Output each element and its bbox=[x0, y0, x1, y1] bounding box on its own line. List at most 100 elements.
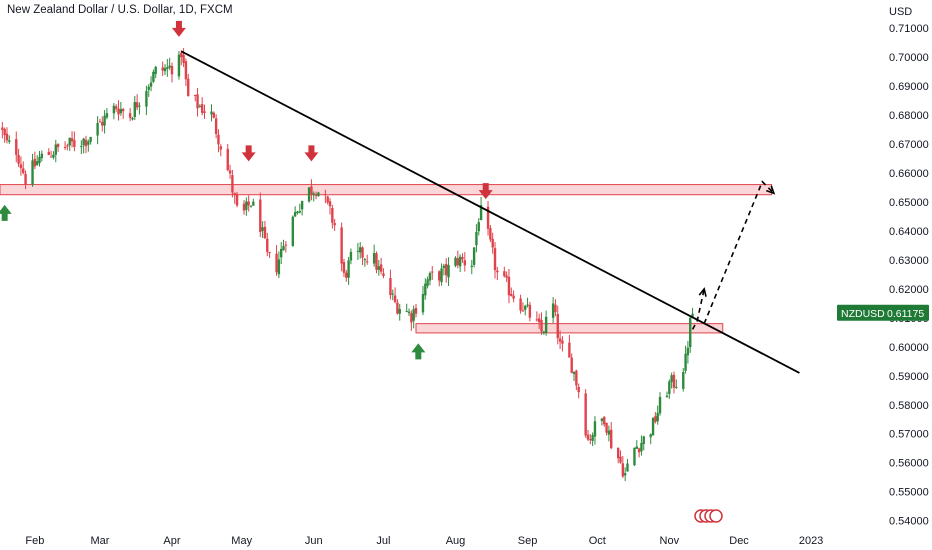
candle-body bbox=[519, 298, 522, 311]
candle-body bbox=[298, 211, 301, 213]
candle-body bbox=[194, 94, 197, 96]
candle-body bbox=[405, 311, 408, 313]
candle-body bbox=[349, 251, 353, 261]
candle-body bbox=[458, 256, 462, 267]
y-tick-label: 0.64000 bbox=[889, 226, 929, 238]
time-axis[interactable]: Feb Mar Apr May Jun Jul Aug Sep Oct Nov Dec 2023 bbox=[25, 535, 823, 547]
candle-body bbox=[154, 66, 157, 74]
candle-body bbox=[291, 216, 295, 247]
candle-body bbox=[505, 275, 508, 278]
candle-body bbox=[261, 227, 264, 231]
price-axis-background bbox=[832, 0, 932, 550]
chart-grid bbox=[0, 0, 832, 550]
candle-body bbox=[486, 206, 490, 229]
candle-body bbox=[526, 304, 529, 306]
price-axis[interactable]: USD 0.71000 0.70000 0.69000 0.68000 0.67000 0.… bbox=[832, 0, 932, 550]
y-tick-label: 0.58000 bbox=[889, 400, 929, 412]
candle-body bbox=[284, 244, 288, 246]
y-tick-label: 0.70000 bbox=[889, 52, 929, 64]
candle-body bbox=[475, 231, 478, 246]
x-tick-label: Dec bbox=[729, 535, 749, 547]
candle-body bbox=[259, 199, 262, 233]
candle-body bbox=[312, 193, 315, 195]
candle-body bbox=[82, 138, 85, 146]
candle-body bbox=[170, 65, 174, 75]
candle-body bbox=[503, 271, 506, 277]
candle-body bbox=[421, 293, 425, 313]
y-tick-label: 0.62000 bbox=[889, 284, 929, 296]
candle-body bbox=[589, 439, 592, 441]
candle-body bbox=[242, 203, 246, 211]
candle-body bbox=[510, 293, 513, 297]
y-tick-label: 0.71000 bbox=[889, 23, 929, 35]
candle-body bbox=[461, 257, 464, 260]
candle-body bbox=[684, 353, 687, 371]
candle-body bbox=[47, 151, 51, 155]
candle-body bbox=[152, 71, 155, 82]
candle-body bbox=[131, 117, 134, 120]
candle-body bbox=[8, 140, 11, 142]
candle-body bbox=[200, 104, 204, 113]
candle-body bbox=[331, 208, 334, 223]
candle-body bbox=[635, 446, 638, 449]
candle-body bbox=[187, 78, 190, 96]
candle-body bbox=[616, 447, 620, 459]
candle-body bbox=[275, 253, 278, 273]
candle-body bbox=[263, 226, 267, 238]
candle-body bbox=[128, 113, 132, 118]
signal-arrows bbox=[0, 20, 493, 360]
candle-body bbox=[600, 418, 604, 421]
support-resistance-zones bbox=[0, 184, 773, 334]
candle-body bbox=[626, 463, 629, 472]
x-tick-label: Oct bbox=[589, 535, 606, 547]
candle-body bbox=[493, 248, 497, 271]
x-tick-label: May bbox=[231, 535, 252, 547]
candle-body bbox=[426, 279, 429, 286]
candle-body bbox=[691, 313, 694, 317]
zone-box bbox=[0, 184, 773, 196]
candle-body bbox=[477, 222, 480, 232]
candle-body bbox=[300, 201, 304, 210]
candle-body bbox=[605, 422, 608, 433]
candle-body bbox=[252, 201, 255, 206]
candle-body bbox=[280, 248, 283, 258]
candle-body bbox=[424, 283, 427, 296]
y-tick-label: 0.68000 bbox=[889, 110, 929, 122]
x-tick-label: Mar bbox=[90, 535, 109, 547]
candle-body bbox=[70, 138, 74, 142]
candle-body bbox=[479, 205, 483, 221]
candle-body bbox=[393, 295, 397, 302]
x-tick-label: Aug bbox=[446, 535, 466, 547]
candle-body bbox=[535, 319, 539, 321]
candle-body bbox=[145, 90, 148, 107]
candle-body bbox=[117, 108, 120, 115]
candle-body bbox=[182, 54, 185, 63]
candle-body bbox=[33, 158, 37, 167]
candle-body bbox=[551, 303, 555, 318]
candle-body bbox=[472, 247, 476, 265]
candle-body bbox=[307, 187, 311, 202]
candle-body bbox=[407, 311, 411, 314]
candle-body bbox=[570, 357, 573, 373]
candle-body bbox=[561, 340, 564, 344]
candle-body bbox=[184, 61, 188, 80]
candle-body bbox=[389, 278, 392, 296]
candle-body bbox=[314, 194, 318, 196]
candle-body bbox=[623, 473, 627, 476]
candle-body bbox=[166, 67, 169, 69]
trend-lines bbox=[180, 50, 800, 374]
candle-body bbox=[445, 263, 448, 276]
candle-body bbox=[277, 259, 281, 275]
candle-body bbox=[682, 372, 685, 389]
candle-body bbox=[328, 201, 332, 207]
candle-body bbox=[17, 155, 20, 164]
x-tick-label: Jul bbox=[376, 535, 390, 547]
candle-body bbox=[68, 137, 71, 146]
candle-body bbox=[231, 175, 234, 193]
candle-body bbox=[359, 247, 362, 253]
candle-body bbox=[372, 252, 376, 264]
y-tick-label: 0.54000 bbox=[889, 516, 929, 528]
candle-body bbox=[607, 430, 611, 435]
candle-body bbox=[119, 108, 123, 114]
